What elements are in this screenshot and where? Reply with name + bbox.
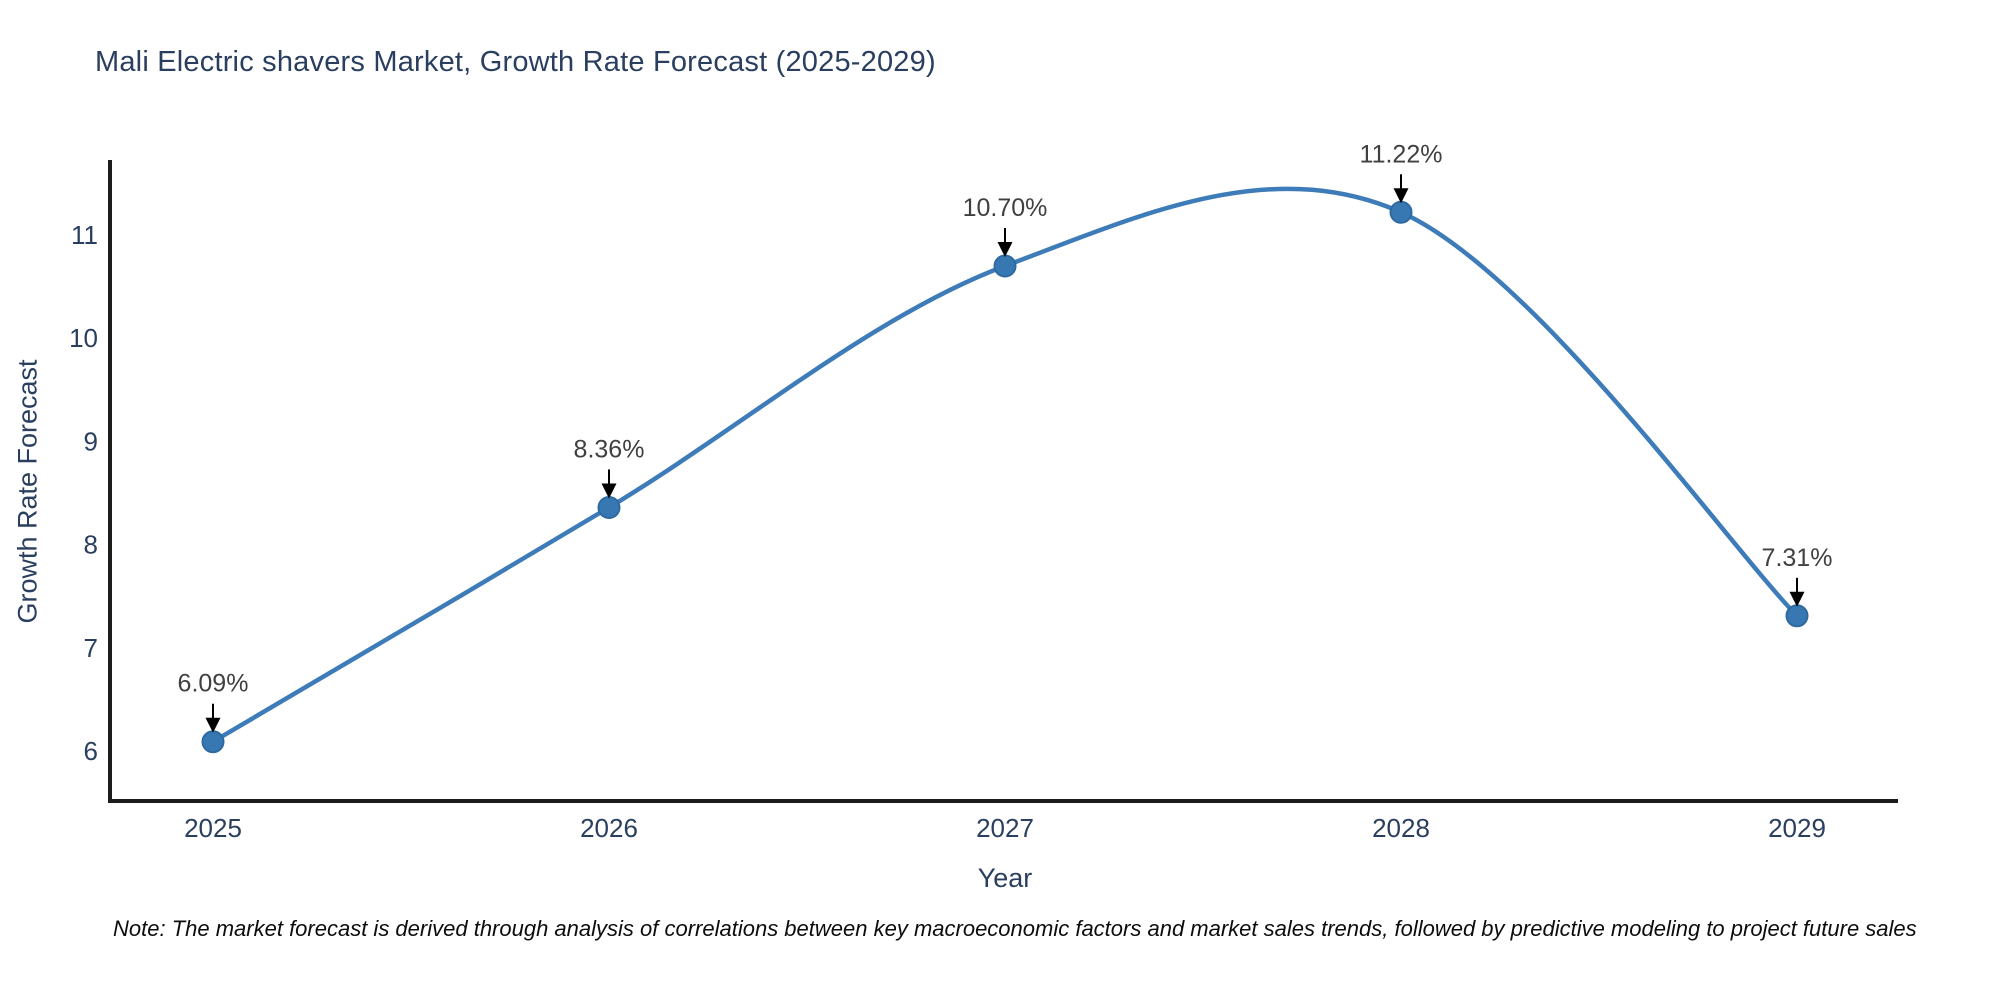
y-tick-label: 11 <box>71 220 98 250</box>
x-tick-label: 2025 <box>184 813 242 843</box>
x-tick-label: 2028 <box>1372 813 1430 843</box>
annotation-arrow-head <box>997 241 1013 257</box>
point-value-label: 11.22% <box>1360 140 1443 168</box>
x-tick-label: 2027 <box>976 813 1034 843</box>
footnote: Note: The market forecast is derived thr… <box>113 916 1917 941</box>
x-tick-label: 2026 <box>580 813 638 843</box>
point-value-label: 10.70% <box>963 194 1048 222</box>
y-axis-title: Growth Rate Forecast <box>12 359 43 624</box>
y-tick-label: 8 <box>84 530 98 560</box>
data-point-marker <box>1785 604 1809 628</box>
annotation-arrow-head <box>205 717 221 733</box>
annotation-arrow-head <box>1789 591 1805 607</box>
annotation-arrow-head <box>601 483 617 499</box>
data-point-marker <box>1389 200 1413 224</box>
y-tick-label: 9 <box>84 426 98 456</box>
x-axis-title: Year <box>978 863 1033 893</box>
annotation-arrow-head <box>1393 188 1409 204</box>
point-value-label: 6.09% <box>178 670 249 698</box>
data-point-marker <box>993 254 1017 278</box>
chart-title: Mali Electric shavers Market, Growth Rat… <box>95 46 936 78</box>
y-tick-label: 6 <box>84 736 98 766</box>
point-value-label: 8.36% <box>574 435 645 463</box>
y-tick-label: 7 <box>84 633 98 663</box>
x-tick-label: 2029 <box>1768 813 1826 843</box>
data-point-marker <box>597 495 621 519</box>
point-value-label: 7.31% <box>1762 544 1833 572</box>
y-tick-label: 10 <box>69 323 98 353</box>
data-point-marker <box>201 730 225 754</box>
